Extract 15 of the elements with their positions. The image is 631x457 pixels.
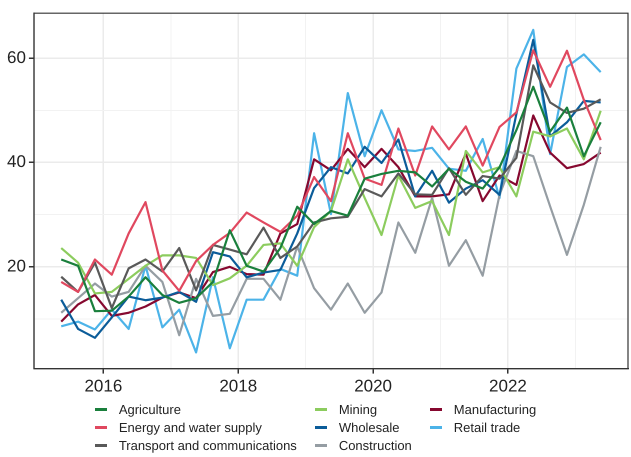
y-tick-label: 40 [6,152,26,172]
y-tick-label: 60 [6,48,26,67]
x-tick-label: 2022 [489,376,527,396]
legend-label: Retail trade [454,420,520,434]
x-tick-label: 2016 [84,376,122,396]
legend-label: Mining [338,402,378,416]
x-tick-label: 2018 [219,376,258,396]
legend-label: Transport and communications [118,438,297,452]
legend-label: Agriculture [118,402,181,416]
legend-label: Manufacturing [454,402,536,416]
x-tick-label: 2020 [354,376,392,396]
legend-label: Wholesale [338,420,400,434]
y-tick-label: 20 [6,256,26,276]
legend-label: Energy and water supply [118,420,262,434]
legend-label: Construction [338,438,412,452]
